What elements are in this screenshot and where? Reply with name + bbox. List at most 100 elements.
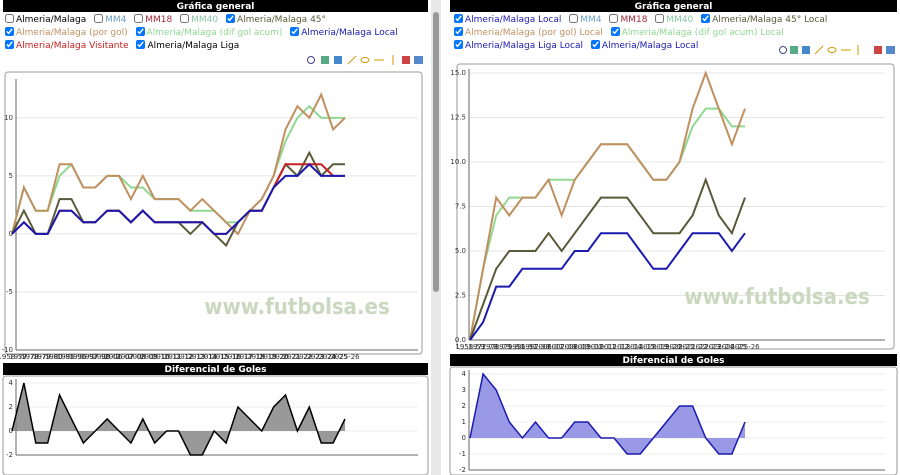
option-label[interactable]: Almeria/Malaga Visitante [16, 41, 129, 51]
x-tick-label: 2008-09 [128, 353, 157, 361]
ellipse-icon[interactable] [827, 47, 837, 53]
option-label[interactable]: MM4 [580, 15, 602, 25]
checkbox[interactable] [180, 14, 190, 23]
option-label[interactable]: Almeria/Malaga (por gol) [16, 28, 128, 38]
checkbox[interactable] [454, 40, 463, 49]
clear-icon[interactable] [402, 56, 410, 64]
line-icon[interactable] [814, 45, 824, 55]
checkbox[interactable] [569, 14, 579, 23]
y-tick-label: -2 [6, 451, 13, 459]
option-label[interactable]: MM4 [105, 15, 127, 25]
checkbox[interactable] [225, 14, 235, 23]
zoom-icon[interactable] [307, 56, 315, 64]
scroll-thumb[interactable] [433, 12, 439, 292]
series-line [469, 232, 746, 341]
option: Almeria/Malaga (por gol) [3, 27, 128, 38]
x-tick-label: 1979-80 [495, 343, 524, 351]
checkbox[interactable] [5, 14, 14, 23]
x-tick-label: 2012-13 [176, 353, 205, 361]
x-tick-label: 2024-25 [318, 353, 347, 361]
checkbox[interactable] [5, 40, 14, 49]
option-label[interactable]: Almeria/Malaga (por gol) Local [465, 28, 603, 38]
x-tick-label: 1958-59 [455, 343, 484, 351]
area-line [11, 382, 346, 456]
x-tick-label: 2025-26 [730, 343, 760, 351]
option-label[interactable]: Almeria/Malaga (dif gol acum) [146, 28, 283, 38]
checkbox[interactable] [454, 27, 463, 36]
x-tick-label: 2006-07 [104, 353, 133, 361]
pan-icon[interactable] [802, 46, 810, 54]
checkbox[interactable] [94, 14, 104, 23]
option-label[interactable]: Almeria/Malaga [16, 15, 87, 25]
checkbox[interactable] [290, 27, 300, 36]
option-label[interactable]: Almeria/Malaga 45° Local [712, 15, 828, 25]
checkbox[interactable] [610, 27, 620, 36]
panel-header [3, 0, 428, 12]
option: Almeria/Malaga 45° Local [699, 14, 828, 25]
panel-title: Gráfica general [635, 2, 713, 12]
checkbox[interactable] [590, 40, 600, 49]
x-tick-label: 1996-97 [69, 353, 98, 361]
option: Almeria/Malaga 45° [224, 14, 327, 25]
option: Almeria/Malaga Liga [134, 40, 240, 51]
option-label[interactable]: MM40 [666, 15, 694, 25]
x-tick-label: 2018-19 [639, 343, 668, 351]
x-tick-label: 2010-11 [586, 343, 615, 351]
chart-frame [4, 71, 423, 355]
x-tick-label: 2024-25 [717, 343, 746, 351]
clear-icon[interactable] [874, 46, 882, 54]
checkbox[interactable] [454, 14, 463, 23]
watermark: www.futbolsa.es [684, 285, 870, 310]
x-tick-label: 2011-12 [599, 343, 628, 351]
option: MM40 [178, 14, 219, 25]
image-icon[interactable] [886, 46, 895, 54]
fit-icon[interactable] [321, 56, 329, 64]
option-label[interactable]: Almeria/Malaga Liga Local [465, 41, 584, 51]
x-tick-label: 1977-78 [468, 343, 497, 351]
fit-icon[interactable] [790, 46, 798, 54]
image-icon[interactable] [414, 56, 423, 64]
checkbox[interactable] [655, 14, 665, 23]
area-fill [12, 383, 345, 455]
x-tick-label: 2023-24 [307, 353, 337, 361]
x-tick-label: 1978-79 [21, 353, 50, 361]
checkbox[interactable] [5, 27, 14, 36]
chart-frame [2, 375, 429, 475]
x-tick-label: 2019-20 [652, 343, 681, 351]
x-tick-label: 2000-01 [93, 353, 122, 361]
area-line [469, 372, 746, 455]
x-tick-label: 2020-21 [665, 343, 694, 351]
option-label[interactable]: MM18 [145, 15, 173, 25]
option-label[interactable]: Almeria/Malaga (dif gol acum) Local [621, 28, 784, 38]
ellipse-icon[interactable] [360, 57, 370, 63]
checkbox[interactable] [135, 27, 145, 36]
checkbox[interactable] [609, 14, 619, 23]
y-tick-label: 2 [9, 403, 13, 411]
x-tick-label: 2008-09 [560, 343, 589, 351]
y-tick-label: -5 [6, 288, 13, 296]
watermark: www.futbolsa.es [204, 295, 390, 320]
panel-header [3, 363, 428, 375]
option-label[interactable]: MM40 [191, 15, 219, 25]
checkbox[interactable] [136, 40, 146, 49]
y-tick-label: 5.0 [455, 247, 466, 255]
option-label[interactable]: MM18 [620, 15, 648, 25]
pan-icon[interactable] [334, 56, 342, 64]
checkbox[interactable] [134, 14, 144, 23]
x-tick-label: 2025-26 [330, 353, 360, 361]
option-label[interactable]: Almeria/Malaga 45° [236, 15, 327, 25]
option-label[interactable]: Almeria/Malaga Local [601, 41, 699, 51]
option-label[interactable]: Almeria/Malaga Local [301, 28, 398, 38]
zoom-icon[interactable] [779, 46, 787, 54]
line-icon[interactable] [347, 55, 357, 65]
x-tick-label: 2014-15 [626, 343, 655, 351]
panel-header [450, 0, 897, 12]
checkbox[interactable] [701, 14, 711, 23]
option: Almeria/Malaga Liga Local [452, 40, 584, 51]
option-label[interactable]: Almeria/Malaga Local [465, 15, 562, 25]
x-tick-label: 2018-19 [247, 353, 276, 361]
x-tick-label: 2009-10 [140, 353, 169, 361]
option-label[interactable]: Almeria/Malaga Liga [147, 41, 240, 51]
x-tick-label: 2009-10 [573, 343, 602, 351]
x-tick-label: 2007-08 [547, 343, 576, 351]
